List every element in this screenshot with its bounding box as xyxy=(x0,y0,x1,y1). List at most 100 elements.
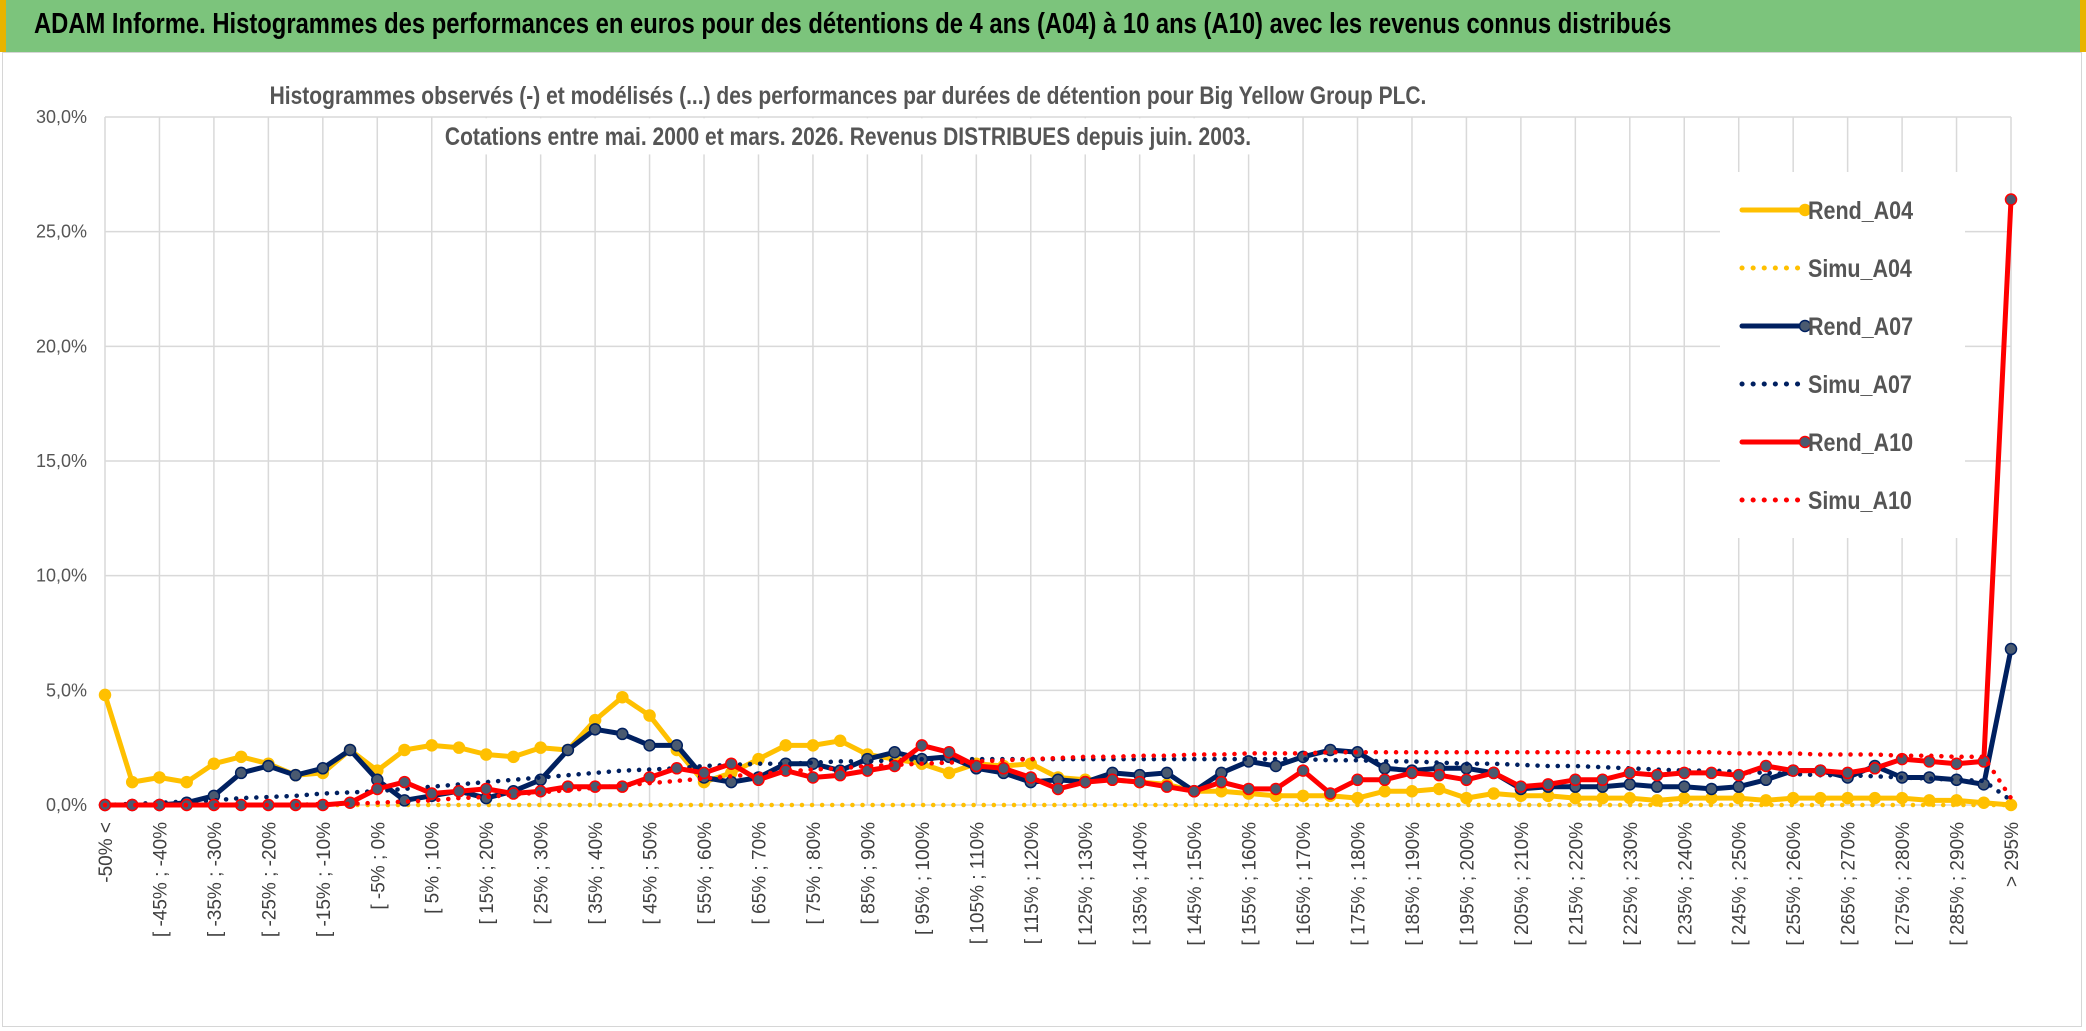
data-point xyxy=(534,773,547,787)
x-tick-label: [ -5% ; 0% xyxy=(368,822,389,910)
data-point xyxy=(888,746,901,759)
data-point xyxy=(1814,764,1827,777)
x-tick-label: [ 215% ; 220% xyxy=(1566,822,1587,946)
data-point xyxy=(1405,766,1419,780)
chart-title-background xyxy=(261,77,1435,114)
x-tick-label: [ 165% ; 170% xyxy=(1294,822,1315,946)
data-point xyxy=(1650,780,1664,793)
legend-label: Rend_A04 xyxy=(1808,196,1913,224)
data-point xyxy=(1242,782,1255,796)
data-point xyxy=(1841,766,1854,780)
data-point xyxy=(207,757,221,770)
data-point xyxy=(1324,787,1337,800)
data-point xyxy=(1977,796,1991,809)
data-point xyxy=(1895,791,1909,805)
data-point xyxy=(1024,771,1038,784)
y-tick-label: 10,0% xyxy=(36,566,87,586)
data-point xyxy=(234,750,248,764)
data-point xyxy=(1351,791,1364,805)
data-point xyxy=(1705,782,1718,796)
y-tick-label: 5,0% xyxy=(46,680,87,700)
data-point xyxy=(125,775,139,789)
data-point xyxy=(1215,775,1228,789)
legend-label: Simu_A04 xyxy=(1808,254,1912,282)
data-point xyxy=(1432,768,1446,782)
x-tick-label: [ 5% ; 10% xyxy=(423,822,444,914)
y-tick-label: 20,0% xyxy=(36,336,87,356)
data-point xyxy=(2004,642,2018,656)
data-point xyxy=(534,741,547,754)
x-tick-label: [ 225% ; 230% xyxy=(1621,822,1642,946)
data-point xyxy=(670,762,684,775)
data-point xyxy=(234,766,248,780)
data-point xyxy=(833,734,847,748)
data-point xyxy=(1378,773,1391,787)
data-point xyxy=(752,773,765,787)
data-point xyxy=(2004,193,2018,206)
data-point xyxy=(1078,775,1092,789)
x-tick-label: [ 45% ; 50% xyxy=(641,822,662,925)
data-point xyxy=(1514,780,1528,793)
x-tick-label: [ 235% ; 240% xyxy=(1675,822,1696,946)
data-point xyxy=(398,743,411,757)
report-title: ADAM Informe. Histogrammes des performan… xyxy=(34,8,1672,40)
legend-label: Rend_A10 xyxy=(1808,428,1913,456)
x-tick-label: [ -35% ; -30% xyxy=(205,822,226,937)
legend-marker xyxy=(1798,203,1812,217)
chart-title-background xyxy=(436,118,1260,155)
x-tick-label: [ 95% ; 100% xyxy=(913,822,934,935)
data-point xyxy=(561,743,575,757)
x-tick-label: > 295% xyxy=(2002,822,2023,887)
data-point xyxy=(1133,775,1146,789)
x-tick-label: -50% < xyxy=(96,822,117,883)
data-point xyxy=(1296,764,1310,777)
data-point xyxy=(316,762,330,775)
data-point xyxy=(1569,773,1582,787)
data-point xyxy=(1160,766,1174,780)
x-tick-label: [ 275% ; 280% xyxy=(1893,822,1914,946)
data-point xyxy=(507,750,520,764)
data-point xyxy=(289,768,302,782)
data-point xyxy=(588,723,602,736)
data-point xyxy=(452,784,466,798)
data-point xyxy=(915,739,929,752)
data-point xyxy=(1759,794,1773,807)
data-point xyxy=(98,688,112,702)
data-point xyxy=(670,739,684,752)
data-point xyxy=(1432,782,1446,796)
x-tick-label: [ 185% ; 190% xyxy=(1403,822,1424,946)
data-point xyxy=(371,782,384,796)
legend-label: Simu_A07 xyxy=(1808,370,1912,398)
x-tick-label: [ 125% ; 130% xyxy=(1076,822,1097,946)
data-point xyxy=(1351,773,1364,787)
data-point xyxy=(1814,791,1827,805)
data-point xyxy=(1487,787,1500,800)
x-tick-label: [ 155% ; 160% xyxy=(1240,822,1261,946)
data-point xyxy=(833,768,847,782)
data-point xyxy=(806,771,820,784)
data-point xyxy=(1487,766,1500,780)
x-tick-label: [ 245% ; 250% xyxy=(1730,822,1751,946)
data-point xyxy=(1405,784,1419,798)
data-point xyxy=(1732,768,1745,782)
data-point xyxy=(1678,791,1691,805)
x-tick-label: [ 195% ; 200% xyxy=(1457,822,1478,946)
data-point xyxy=(1705,766,1718,780)
x-tick-label: [ 15% ; 20% xyxy=(477,822,498,925)
data-point xyxy=(262,759,275,773)
data-point xyxy=(942,766,956,780)
data-point xyxy=(616,690,629,704)
data-point xyxy=(1569,791,1582,805)
data-point xyxy=(1296,789,1310,803)
x-tick-label: [ 85% ; 90% xyxy=(858,822,879,925)
data-point xyxy=(779,739,792,752)
data-point xyxy=(1160,780,1174,793)
data-point xyxy=(1623,778,1637,791)
data-point xyxy=(643,739,656,752)
data-point xyxy=(1623,766,1637,780)
data-point xyxy=(1541,778,1555,791)
data-point xyxy=(398,775,411,789)
x-tick-label: [ -15% ; -10% xyxy=(314,822,335,937)
data-point xyxy=(1759,773,1773,787)
